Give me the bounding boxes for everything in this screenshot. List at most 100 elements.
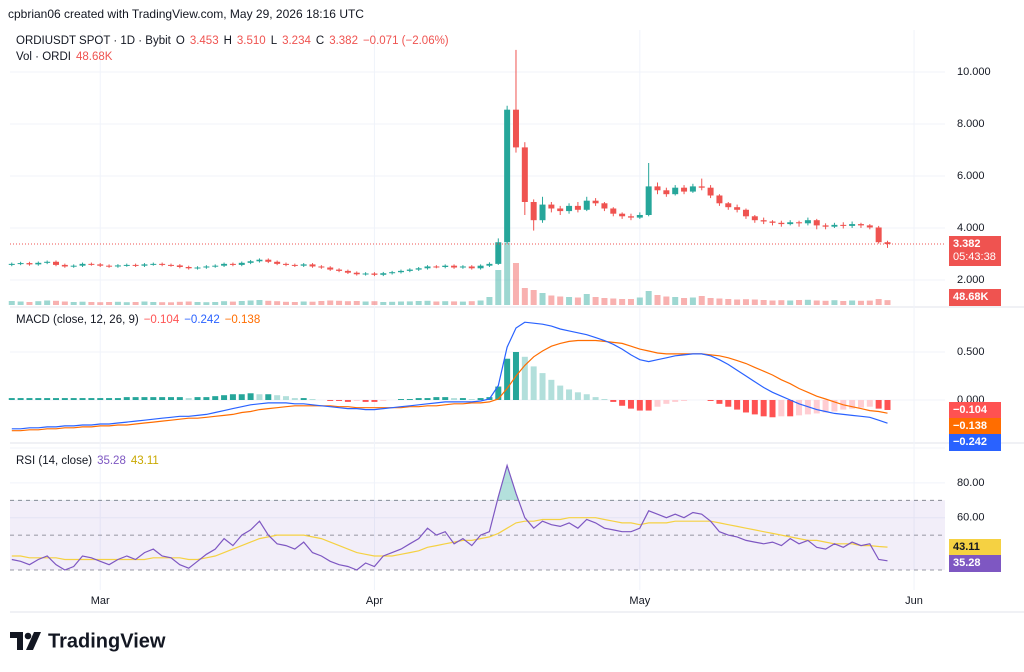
- candle-body: [725, 203, 732, 208]
- volume-bar: [61, 301, 68, 305]
- candle-body: [362, 273, 369, 275]
- histogram-bar: [583, 394, 590, 400]
- candle-body: [318, 266, 325, 268]
- volume-bar: [521, 288, 528, 305]
- brand: TradingView: [48, 630, 166, 652]
- candle-body: [123, 264, 130, 266]
- volume-bar: [831, 300, 838, 305]
- volume-bar: [796, 300, 803, 305]
- candle-body: [831, 224, 838, 227]
- histogram-bar: [521, 356, 528, 400]
- candle-body: [521, 147, 528, 202]
- header: cpbrian06 created with TradingView.com, …: [8, 7, 364, 21]
- volume-bar: [557, 296, 564, 305]
- volume-bar: [300, 301, 307, 305]
- histogram-bar: [672, 399, 679, 402]
- histogram-bar: [52, 398, 59, 400]
- value-tag: 43.11: [949, 539, 1001, 557]
- signal-value: −0.138: [224, 314, 261, 326]
- y-tick-label: 60.00: [957, 512, 985, 524]
- histogram-bar: [787, 399, 794, 417]
- candle-body: [97, 264, 104, 266]
- candle-body: [459, 266, 466, 268]
- candle-body: [61, 264, 68, 267]
- candle-body: [610, 208, 617, 214]
- histogram-bar: [282, 396, 289, 400]
- histogram-bar: [150, 397, 157, 400]
- volume-bar: [212, 302, 219, 305]
- histogram-bar: [813, 399, 820, 414]
- volume-bar: [574, 297, 581, 305]
- volume-bar: [769, 300, 776, 305]
- candle-body: [132, 264, 139, 266]
- value-tag: 35.28: [949, 555, 1001, 573]
- histogram-bar: [442, 397, 449, 400]
- volume-bar: [716, 298, 723, 305]
- volume-bar: [760, 300, 767, 305]
- candle-body: [539, 204, 546, 221]
- ohlc-value: 3.453: [189, 35, 219, 47]
- candle-body: [627, 216, 634, 218]
- histogram-bar: [769, 399, 776, 418]
- candle-body: [512, 109, 519, 148]
- histogram-bar: [681, 399, 688, 401]
- logo-shape: [24, 632, 32, 640]
- volume-bar: [804, 299, 811, 305]
- volume-bar: [813, 300, 820, 305]
- candle-body: [716, 195, 723, 204]
- macd-value: −0.242: [184, 314, 220, 326]
- histogram-bar: [123, 397, 130, 400]
- y-tick-label: 8.000: [957, 118, 985, 130]
- candle-body: [769, 221, 776, 223]
- macd-line: [11, 321, 888, 430]
- histogram-bar: [406, 399, 413, 400]
- histogram-bar: [849, 399, 856, 409]
- volume-bar: [371, 301, 378, 305]
- histogram-bar: [566, 389, 573, 400]
- ohlc-value: 3.510: [236, 35, 266, 47]
- legend: MACD (close, 12, 26, 9) −0.104 −0.242 −0.13…: [16, 314, 265, 326]
- volume-bar: [468, 301, 475, 305]
- volume-bar: [486, 297, 493, 305]
- histogram-bar: [397, 399, 404, 400]
- volume-bar: [787, 300, 794, 305]
- volume-bar: [79, 301, 86, 305]
- candle-body: [238, 262, 245, 265]
- volume-bar: [654, 295, 661, 305]
- histogram-bar: [221, 395, 228, 400]
- volume-bar: [504, 243, 511, 305]
- candle-body: [804, 220, 811, 224]
- candle-body: [592, 200, 599, 204]
- histogram-bar: [601, 399, 608, 400]
- histogram-bar: [238, 394, 245, 400]
- price-tag: 3.382 05:43:38: [949, 236, 1001, 267]
- histogram-bar: [433, 397, 440, 400]
- value-tag: −0.242: [949, 433, 1001, 451]
- volume-bar: [256, 300, 263, 305]
- volume-bar: [849, 300, 856, 305]
- histogram-bar: [424, 398, 431, 400]
- candle-body: [265, 259, 272, 262]
- candle-body: [707, 187, 714, 196]
- candle-body: [291, 264, 298, 266]
- volume-bar: [380, 302, 387, 305]
- candle-body: [787, 222, 794, 225]
- candle-body: [751, 216, 758, 221]
- volume-bar: [884, 300, 891, 305]
- volume-bar: [26, 302, 33, 305]
- candle-body: [636, 214, 643, 218]
- histogram-bar: [371, 399, 378, 402]
- histogram-bar: [194, 397, 201, 400]
- volume-bar: [167, 302, 174, 305]
- volume-bar: [539, 293, 546, 305]
- candle-body: [742, 209, 749, 217]
- symbol: ORDIUSDT SPOT · 1D · Bybit: [16, 35, 171, 47]
- candle-body: [247, 261, 254, 263]
- volume-bar: [592, 297, 599, 305]
- volume-bar: [406, 301, 413, 305]
- volume-bar: [857, 300, 864, 305]
- volume-bar: [698, 296, 705, 305]
- candle-body: [389, 272, 396, 274]
- volume-bar: [362, 301, 369, 305]
